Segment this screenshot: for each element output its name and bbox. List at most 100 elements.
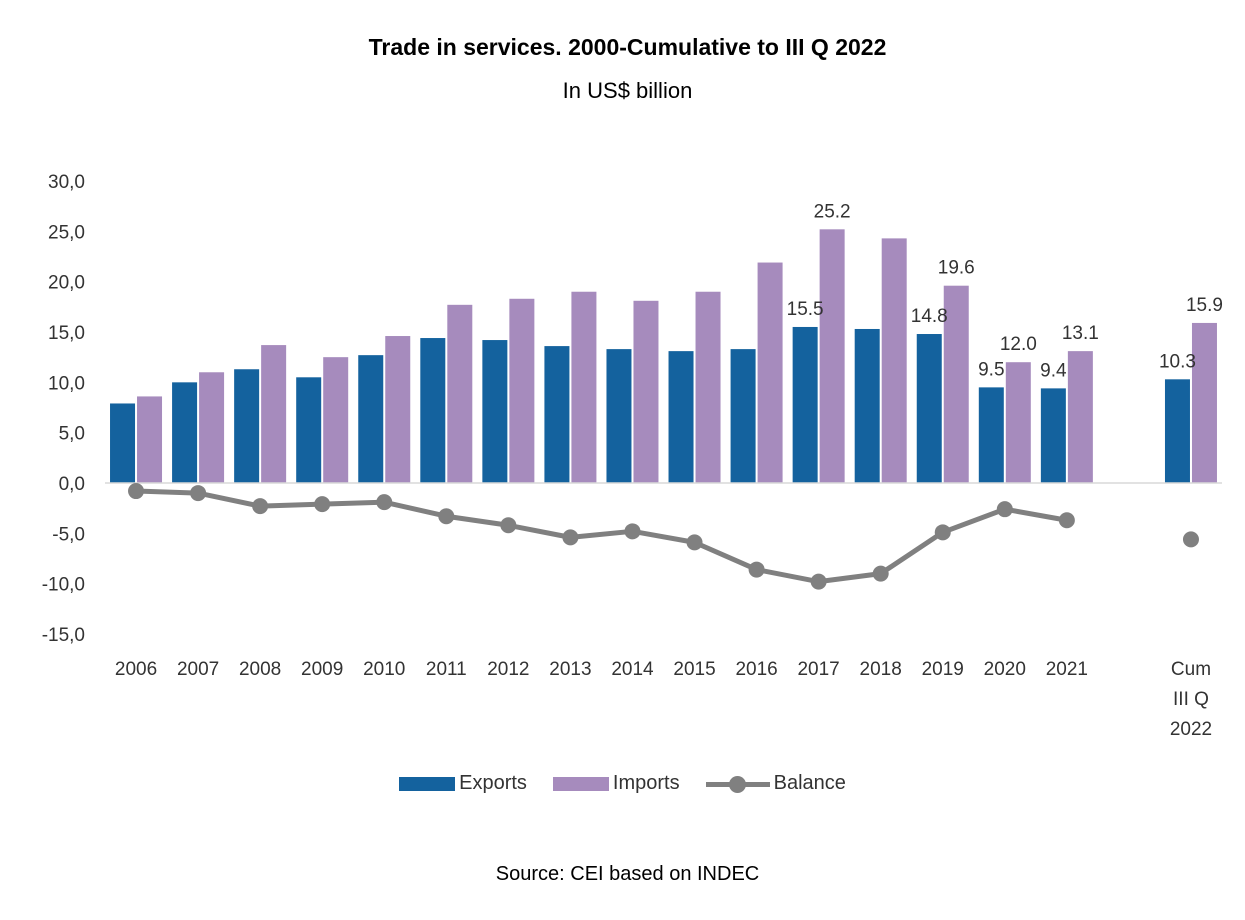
bar-imports	[447, 304, 473, 483]
data-label-exports: 9.4	[1040, 360, 1067, 381]
balance-point	[1182, 531, 1199, 548]
bar-exports	[296, 377, 322, 483]
data-label-exports: 15.5	[787, 299, 824, 320]
x-axis-ticks: 2006 2007 2008 2009 2010 2011 2012 2013 2014 2015…	[115, 659, 1212, 740]
y-tick-label: 15,0	[48, 323, 85, 344]
data-label-imports: 15.9	[1186, 295, 1223, 316]
bar-imports	[1191, 322, 1217, 483]
data-label-imports: 12.0	[1000, 334, 1037, 355]
legend-item-balance: Balance	[705, 772, 846, 795]
legend-swatch-balance	[705, 774, 770, 794]
bar-imports	[571, 291, 597, 483]
source-note: Source: CEI based on INDEC	[495, 863, 760, 885]
bar-exports	[1164, 379, 1190, 483]
y-tick-label: 30,0	[48, 172, 85, 193]
x-tick-label: 2015	[673, 659, 715, 680]
balance-point	[934, 524, 951, 541]
y-tick-label: 25,0	[48, 222, 85, 243]
balance-point	[624, 523, 641, 540]
bar-exports	[606, 349, 632, 483]
bar-imports	[695, 291, 721, 483]
data-labels: 15.5 14.8 9.5 9.4 10.3 25.2 19.6 12.0 13.1 15.9	[787, 201, 1223, 381]
y-tick-label: -5,0	[52, 524, 85, 545]
legend-label-exports: Exports	[459, 772, 527, 794]
y-tick-label: 5,0	[59, 424, 85, 445]
data-label-imports: 25.2	[814, 201, 851, 222]
bar-imports	[633, 300, 659, 483]
bar-imports	[509, 298, 535, 483]
bar-exports	[792, 326, 818, 483]
balance-point	[810, 573, 827, 590]
bar-imports	[261, 345, 287, 483]
bars-layer	[110, 229, 1217, 483]
bar-exports	[1040, 388, 1066, 483]
bar-imports	[323, 357, 349, 483]
legend-swatch-imports	[552, 776, 609, 791]
bar-exports	[978, 387, 1004, 483]
x-tick-label: Cum	[1171, 659, 1211, 680]
y-axis-ticks: 30,0 25,0 20,0 15,0 10,0 5,0 0,0 -5,0 -10,0 -15,0	[42, 172, 85, 646]
x-tick-label: 2012	[487, 659, 529, 680]
bar-exports	[544, 346, 570, 483]
legend-label-balance: Balance	[773, 772, 846, 794]
bar-imports	[1005, 362, 1031, 483]
x-tick-label: 2019	[922, 659, 964, 680]
balance-point	[438, 508, 455, 525]
x-tick-label: 2009	[301, 659, 343, 680]
x-tick-label: 2014	[611, 659, 654, 680]
bar-exports	[482, 340, 508, 483]
y-tick-label: -15,0	[42, 625, 85, 646]
balance-point	[376, 494, 393, 511]
bar-exports	[110, 403, 136, 483]
legend-label-imports: Imports	[612, 772, 680, 794]
bar-exports	[730, 349, 756, 483]
x-tick-label: 2017	[797, 659, 839, 680]
data-label-exports: 14.8	[911, 306, 948, 327]
x-tick-label: 2016	[735, 659, 777, 680]
y-tick-label: 0,0	[59, 474, 85, 495]
bar-exports	[916, 334, 942, 483]
x-tick-label: 2011	[426, 659, 467, 680]
x-tick-label: III Q	[1173, 689, 1209, 710]
legend-swatch-exports	[399, 776, 456, 791]
balance-point	[500, 517, 517, 534]
bar-exports	[358, 355, 384, 483]
bar-imports	[943, 285, 969, 483]
legend-item-imports: Imports	[552, 772, 680, 795]
bar-imports	[819, 229, 845, 483]
bar-imports	[881, 238, 907, 483]
balance-point	[686, 534, 703, 551]
balance-point	[562, 529, 579, 546]
data-label-exports: 10.3	[1159, 351, 1196, 372]
balance-point	[128, 483, 145, 500]
balance-point	[190, 485, 207, 502]
bar-exports	[854, 328, 880, 483]
x-tick-label: 2008	[239, 659, 281, 680]
chart-subtitle: In US$ billion	[562, 78, 693, 103]
legend: Exports Imports Balance	[0, 772, 1245, 795]
data-label-imports: 19.6	[938, 258, 975, 279]
balance-point	[314, 496, 331, 513]
x-tick-label: 2022	[1170, 719, 1212, 740]
y-tick-label: 10,0	[48, 373, 85, 394]
y-tick-label: 20,0	[48, 273, 85, 294]
balance-point	[872, 565, 889, 582]
bar-imports	[757, 262, 783, 483]
balance-line-layer	[128, 483, 1199, 590]
bar-imports	[385, 336, 411, 483]
bar-imports	[199, 372, 225, 483]
legend-item-exports: Exports	[399, 772, 527, 795]
balance-line	[135, 488, 1068, 585]
bar-exports	[172, 382, 198, 483]
x-tick-label: 2021	[1046, 659, 1088, 680]
data-label-imports: 13.1	[1062, 323, 1099, 344]
bar-exports	[420, 338, 446, 483]
x-tick-label: 2018	[860, 659, 902, 680]
balance-point	[748, 561, 765, 578]
x-tick-label: 2010	[363, 659, 405, 680]
balance-point	[996, 501, 1013, 518]
y-tick-label: -10,0	[42, 575, 85, 596]
balance-point	[252, 498, 269, 515]
x-tick-label: 2020	[984, 659, 1026, 680]
